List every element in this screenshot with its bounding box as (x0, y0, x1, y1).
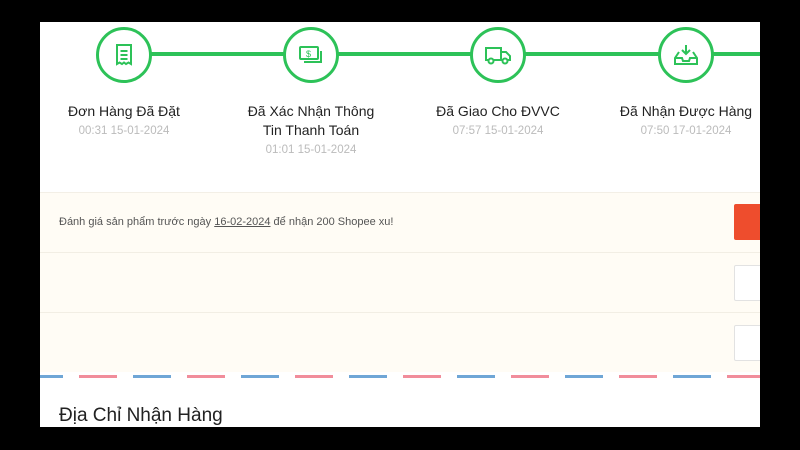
address-heading: Địa Chỉ Nhận Hàng (59, 405, 223, 426)
envelope-stripe-divider (40, 375, 760, 378)
action-row (40, 253, 760, 313)
review-row: Đánh giá sản phẩm trước ngày 16-02-2024 … (40, 193, 760, 253)
step-label: Đã Nhận Được Hàng (619, 103, 753, 119)
step-label: Đã Xác Nhận Thông Tin Thanh Toán (247, 103, 375, 138)
stripe-dash (40, 375, 63, 378)
step-label: Đã Giao Cho ĐVVC (436, 103, 560, 119)
stripe-dash (349, 375, 387, 378)
action-row (40, 313, 760, 373)
order-detail-page: Đơn Hàng Đã Đặt 00:31 15-01-2024 $ Đã Xác… (40, 22, 760, 427)
money-icon: $ (283, 27, 339, 83)
review-button[interactable] (734, 204, 760, 240)
stripe-dash (241, 375, 279, 378)
svg-text:$: $ (306, 49, 311, 59)
stripe-dash (295, 375, 333, 378)
truck-icon (470, 27, 526, 83)
progress-track (124, 52, 760, 56)
step-label: Đơn Hàng Đã Đặt (68, 103, 180, 119)
stripe-dash (403, 375, 441, 378)
stripe-dash (79, 375, 117, 378)
stripe-dash (133, 375, 171, 378)
stripe-dash (457, 375, 495, 378)
step-date: 00:31 15-01-2024 (78, 125, 170, 137)
step-date: 07:57 15-01-2024 (452, 125, 544, 137)
action-button[interactable] (734, 325, 760, 361)
review-deadline: 16-02-2024 (214, 216, 271, 228)
inbox-download-icon (658, 27, 714, 83)
action-button[interactable] (734, 265, 760, 301)
step-date: 01:01 15-01-2024 (265, 144, 357, 156)
stripe-dash (619, 375, 657, 378)
receipt-icon (96, 27, 152, 83)
order-actions-panel: Đánh giá sản phẩm trước ngày 16-02-2024 … (40, 192, 760, 372)
stripe-dash (187, 375, 225, 378)
step-date: 07:50 17-01-2024 (640, 125, 732, 137)
review-note: Đánh giá sản phẩm trước ngày 16-02-2024 … (59, 216, 394, 228)
stripe-dash (511, 375, 549, 378)
stripe-dash (673, 375, 711, 378)
stripe-dash (727, 375, 760, 378)
stripe-dash (565, 375, 603, 378)
